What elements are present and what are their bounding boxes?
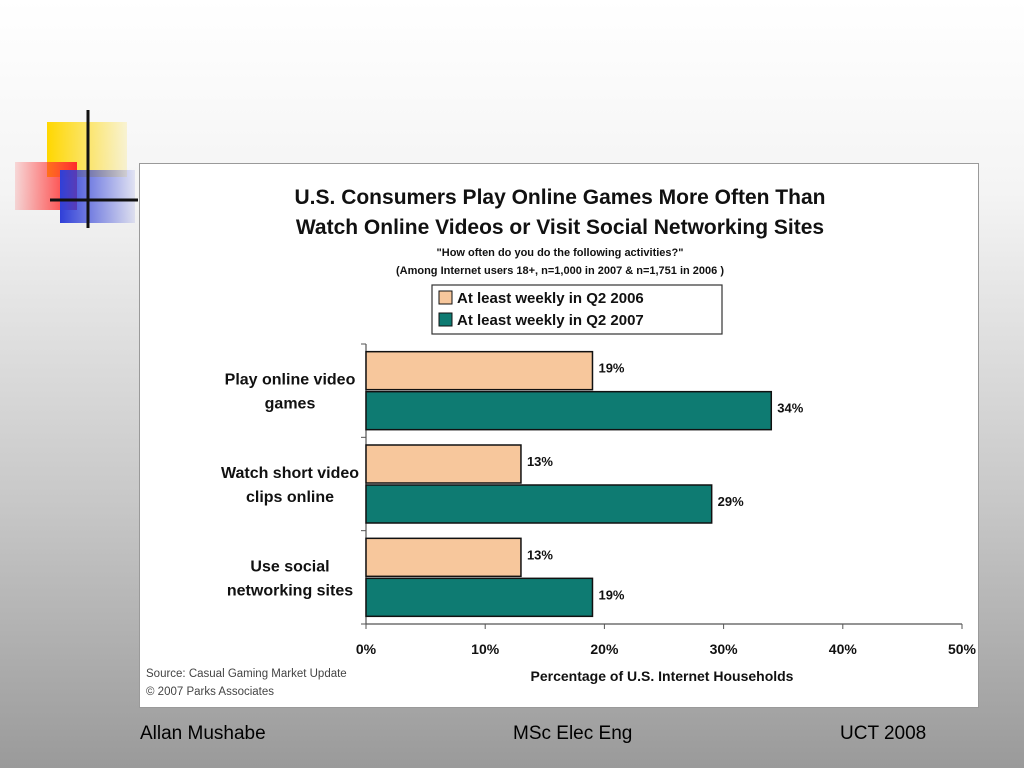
chart-subtitle-line2: (Among Internet users 18+, n=1,000 in 20… [396, 265, 724, 277]
x-tick-label: 30% [710, 641, 739, 657]
bar-chart: U.S. Consumers Play Online Games More Of… [146, 186, 977, 698]
slide-decoration [15, 110, 138, 228]
legend-swatch-2006 [438, 290, 453, 305]
chart-legend: At least weekly in Q2 2006 At least week… [431, 284, 723, 335]
data-label: 29% [718, 494, 744, 509]
bar-2006 [365, 537, 522, 578]
data-label: 13% [527, 547, 553, 562]
chart-subtitle-line1: "How often do you do the following activ… [437, 247, 684, 259]
category-label: networking sites [227, 582, 353, 599]
bar-2007 [365, 577, 594, 618]
footer-author: Allan Mushabe [140, 723, 266, 744]
bar-2007 [365, 390, 773, 431]
category-label: Use social [250, 558, 329, 575]
chart-title-line1: U.S. Consumers Play Online Games More Of… [295, 186, 826, 209]
x-tick-label: 20% [590, 641, 619, 657]
category-label: clips online [246, 489, 334, 506]
category-label: games [265, 396, 316, 413]
legend-swatch-2007 [438, 312, 453, 327]
x-tick-label: 10% [471, 641, 500, 657]
x-tick-label: 50% [948, 641, 977, 657]
blue-square [60, 170, 135, 223]
chart-image: U.S. Consumers Play Online Games More Of… [139, 163, 979, 708]
data-label: 13% [527, 454, 553, 469]
legend-label-2006: At least weekly in Q2 2006 [457, 290, 644, 307]
data-label: 34% [777, 401, 803, 416]
bar-2007 [365, 484, 713, 524]
legend-label-2007: At least weekly in Q2 2007 [457, 312, 644, 329]
source-line-1: Source: Casual Gaming Market Update [146, 668, 347, 680]
x-tick-label: 40% [829, 641, 858, 657]
data-label: 19% [598, 361, 624, 376]
bar-2006 [365, 350, 594, 391]
x-axis-title: Percentage of U.S. Internet Households [531, 668, 794, 684]
source-line-2: © 2007 Parks Associates [146, 686, 274, 698]
data-label: 19% [598, 587, 624, 602]
category-label: Watch short video [221, 465, 359, 482]
bar-2006 [365, 444, 522, 484]
x-tick-label: 0% [356, 641, 377, 657]
category-label: Play online video [225, 372, 356, 389]
footer-institution: UCT 2008 [840, 723, 927, 744]
legend-box [431, 284, 723, 335]
footer-degree: MSc Elec Eng [513, 723, 633, 744]
chart-title-line2: Watch Online Videos or Visit Social Netw… [296, 216, 824, 239]
